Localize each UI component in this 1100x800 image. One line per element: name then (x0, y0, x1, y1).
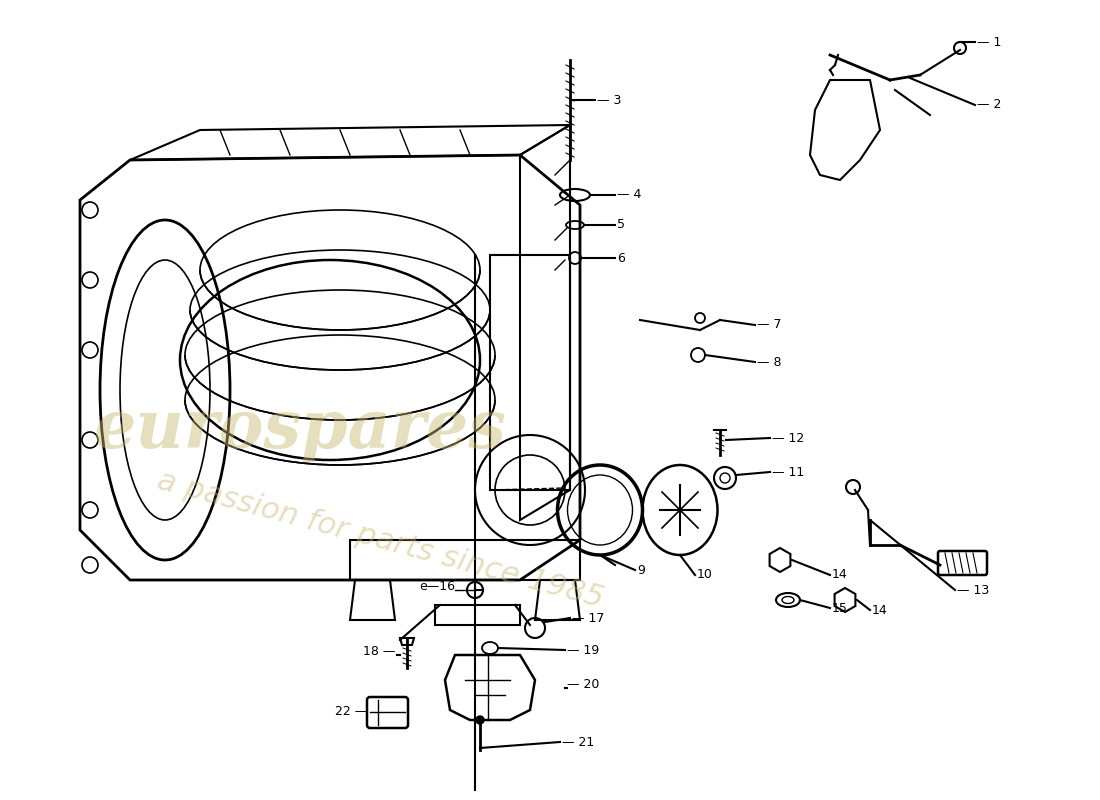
Text: 6: 6 (617, 251, 625, 265)
Text: 9: 9 (637, 563, 645, 577)
Text: — 2: — 2 (977, 98, 1001, 111)
Text: 22 —: 22 — (334, 705, 367, 718)
Text: a passion for parts since 1985: a passion for parts since 1985 (154, 466, 606, 614)
Text: eurospares: eurospares (94, 398, 506, 462)
Text: — 21: — 21 (562, 735, 594, 749)
Text: — 3: — 3 (597, 94, 622, 106)
Text: — 11: — 11 (772, 466, 804, 478)
Circle shape (476, 716, 484, 724)
Text: 15: 15 (832, 602, 848, 614)
Text: 5: 5 (617, 218, 625, 231)
Text: — 4: — 4 (617, 189, 641, 202)
Text: 14: 14 (832, 569, 848, 582)
Text: 10: 10 (697, 569, 713, 582)
Text: — 12: — 12 (772, 431, 804, 445)
Text: — 17: — 17 (572, 611, 604, 625)
Text: e—16: e—16 (419, 580, 455, 593)
Text: 14: 14 (872, 603, 888, 617)
Text: 18 —: 18 — (363, 645, 395, 658)
Text: — 20: — 20 (566, 678, 600, 691)
Text: — 13: — 13 (957, 583, 989, 597)
Text: — 19: — 19 (566, 643, 600, 657)
Text: — 7: — 7 (757, 318, 781, 331)
Text: — 8: — 8 (757, 355, 781, 369)
Text: — 1: — 1 (977, 35, 1001, 49)
